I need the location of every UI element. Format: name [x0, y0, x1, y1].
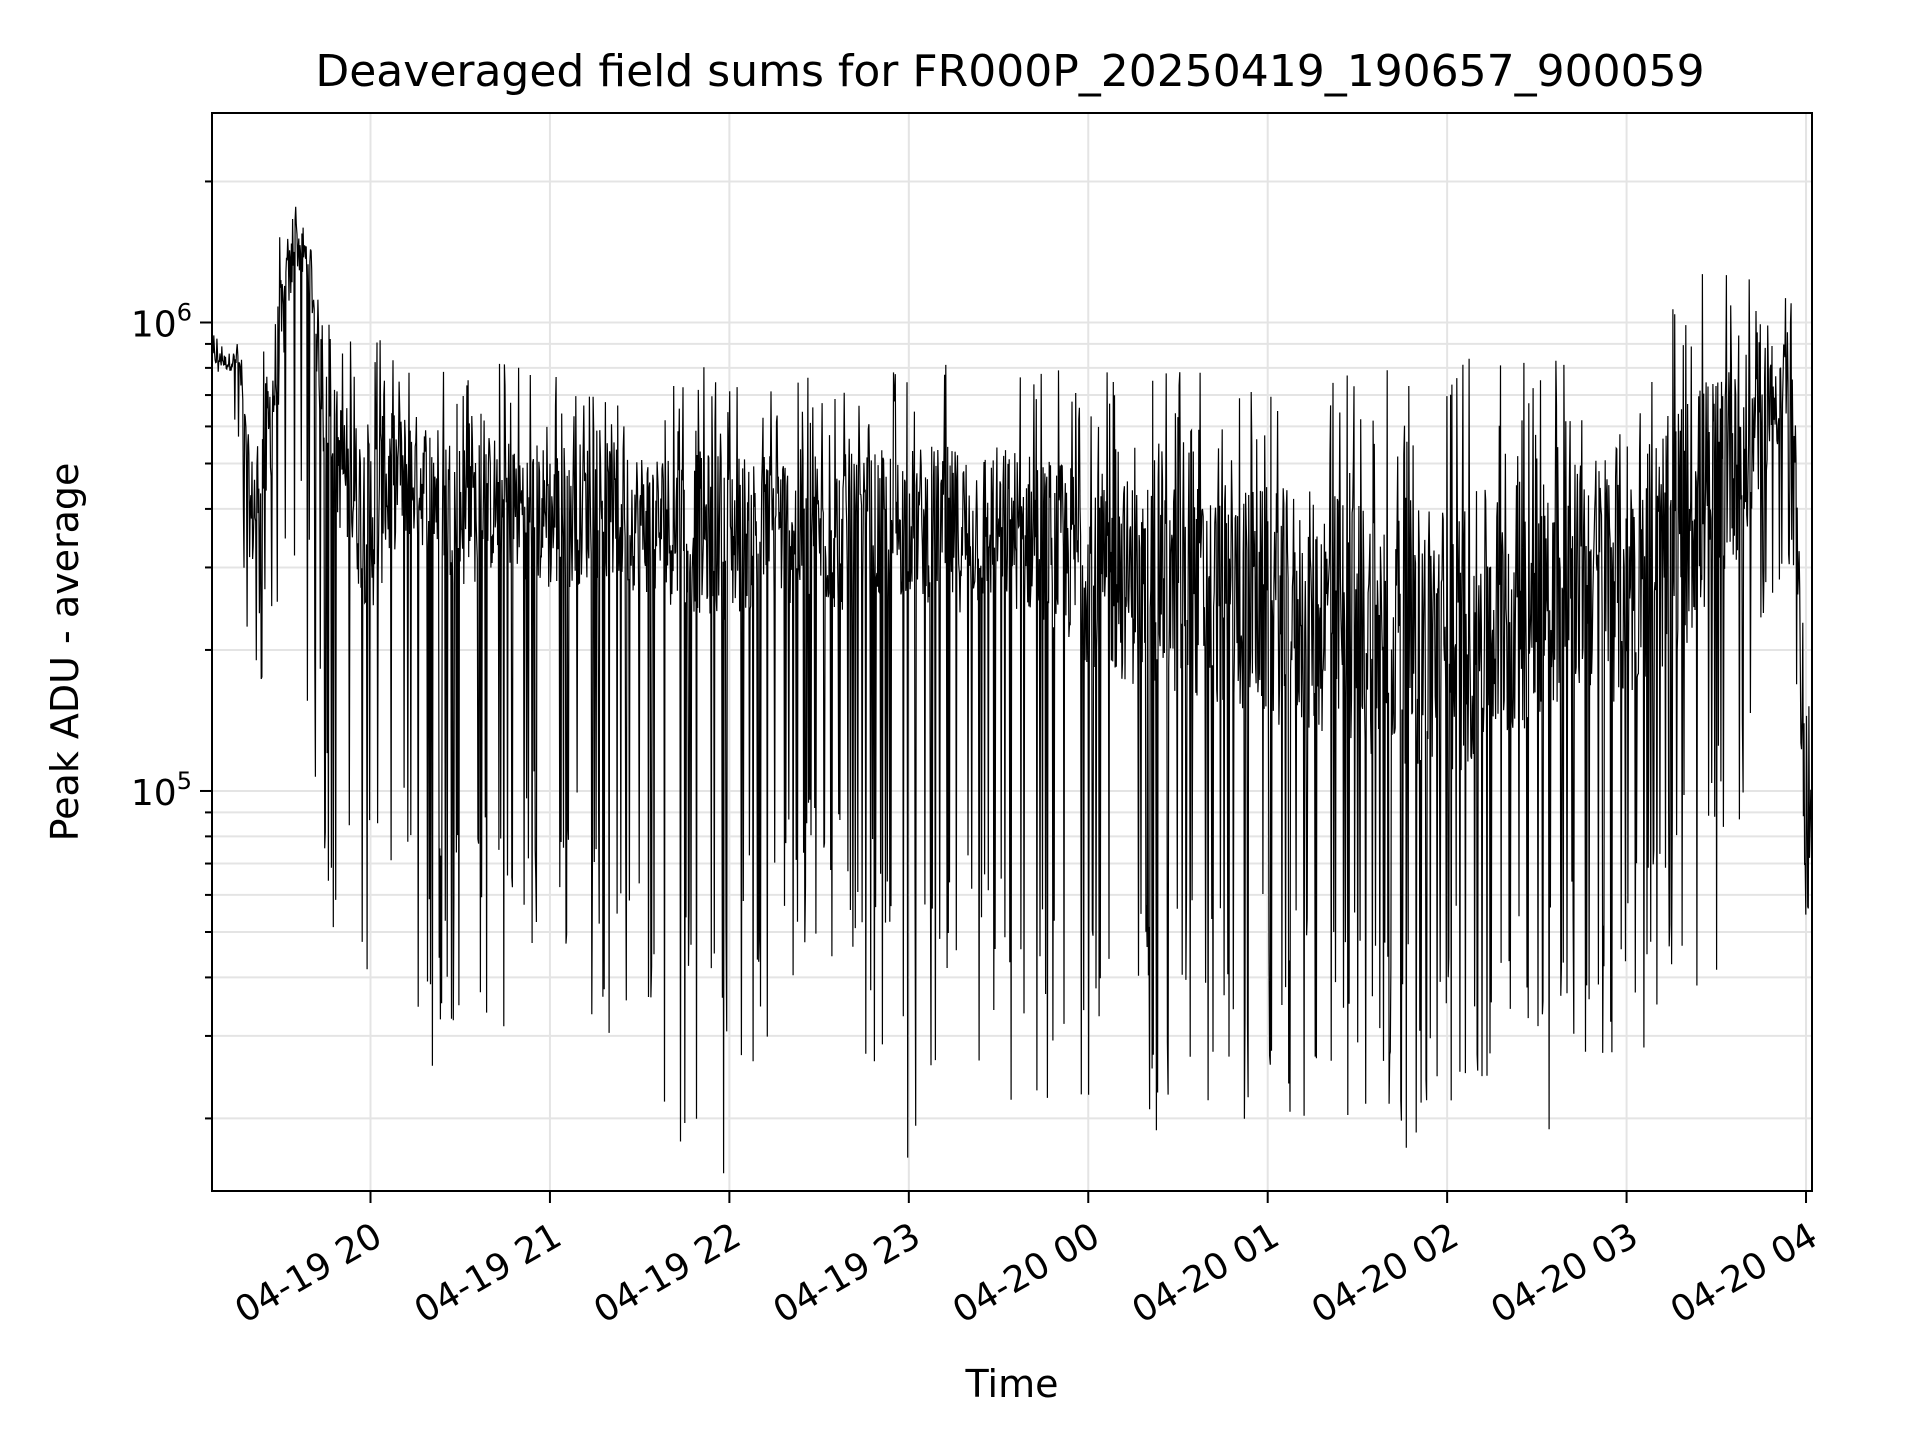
x-axis-label: Time: [965, 1362, 1059, 1406]
plot-frame: [211, 112, 1813, 1192]
y-tick-label: 105: [131, 767, 192, 814]
series-line: [212, 206, 1812, 1174]
chart-title: Deaveraged field sums for FR000P_2025041…: [315, 46, 1704, 97]
y-axis-ticks: 105 106: [131, 180, 212, 1120]
y-axis-label: Peak ADU - average: [43, 463, 87, 842]
plot-series: [212, 206, 1812, 1174]
y-tick-label: 106: [131, 298, 192, 345]
